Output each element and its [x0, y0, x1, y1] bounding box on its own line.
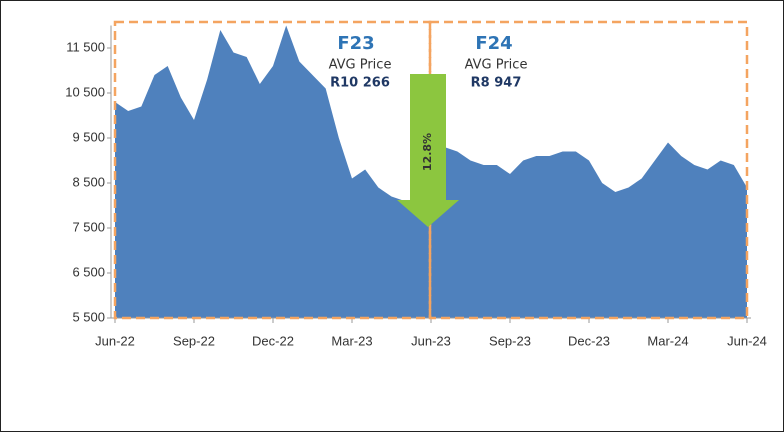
x-tick-label: Mar-23: [331, 333, 372, 348]
y-tick-label: 9 500: [72, 129, 105, 144]
plot: 5 500 6 500 7 500 8 500 9 500 10 500 11 500 Jun…: [65, 25, 767, 348]
f23-value: R10 266: [330, 76, 390, 91]
x-tick-label: Dec-23: [568, 333, 610, 348]
area: [115, 25, 747, 318]
x-tick-label: Jun-23: [411, 333, 451, 348]
x-tick-label: Sep-23: [489, 333, 531, 348]
y-tick-label: 7 500: [72, 219, 105, 234]
y-tick-label: 6 500: [72, 264, 105, 279]
change-label: 12.8%: [421, 133, 434, 171]
x-tick-label: Dec-22: [252, 333, 294, 348]
y-tick-label: 8 500: [72, 174, 105, 189]
x-tick-label: Sep-22: [173, 333, 215, 348]
x-tick-label: Mar-24: [647, 333, 688, 348]
x-tick-label: Jun-24: [727, 333, 767, 348]
change-arrow: [397, 74, 459, 227]
f24-label: AVG Price: [465, 58, 528, 73]
y-tick-label: 10 500: [65, 84, 105, 99]
y-tick-label: 11 500: [66, 39, 105, 54]
f23-label: AVG Price: [329, 58, 392, 73]
f24-value: R8 947: [471, 76, 522, 91]
y-tick-label: 5 500: [72, 309, 105, 324]
f23-title: F23: [337, 33, 374, 54]
f24-title: F24: [475, 33, 512, 54]
x-tick-label: Jun-22: [95, 333, 135, 348]
